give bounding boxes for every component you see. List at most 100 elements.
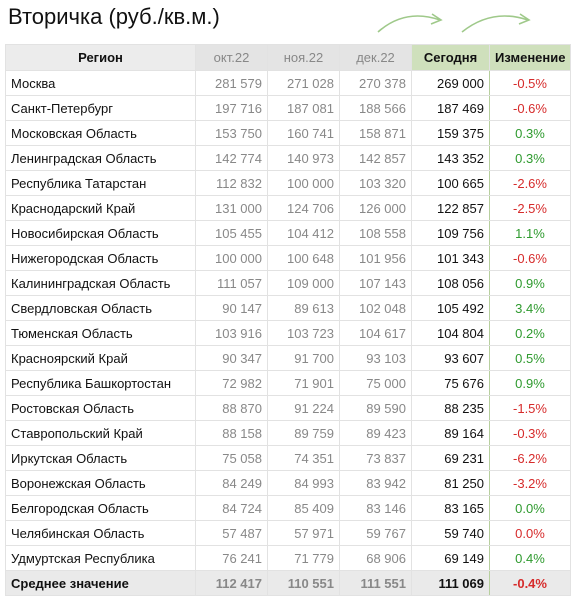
table-row: Новосибирская Область 105 455 104 412 108 5… — [5, 220, 571, 246]
table-row: Воронежская Область 84 249 84 993 83 942 81 … — [5, 470, 571, 496]
dec-value-cell: 102 048 — [339, 295, 412, 321]
change-value-cell: -0.4% — [489, 570, 571, 596]
region-cell: Новосибирская Область — [5, 220, 196, 246]
oct-value-cell: 75 058 — [195, 445, 268, 471]
dec-value-cell: 142 857 — [339, 145, 412, 171]
oct-value-cell: 111 057 — [195, 270, 268, 296]
change-value-cell: 0.9% — [489, 370, 571, 396]
trend-arrows — [377, 13, 531, 33]
region-cell: Иркутская Область — [5, 445, 196, 471]
header-today[interactable]: Сегодня — [411, 44, 490, 71]
table-row: Удмуртская Республика 76 241 71 779 68 906 6… — [5, 545, 571, 571]
nov-value-cell: 110 551 — [267, 570, 340, 596]
nov-value-cell: 124 706 — [267, 195, 340, 221]
change-value-cell: 0.3% — [489, 120, 571, 146]
table-row: Краснодарский Край 131 000 124 706 126 000 1… — [5, 195, 571, 221]
change-value-cell: -2.5% — [489, 195, 571, 221]
table-row: Иркутская Область 75 058 74 351 73 837 69 23… — [5, 445, 571, 471]
today-value-cell: 111 069 — [411, 570, 490, 596]
nov-value-cell: 140 973 — [267, 145, 340, 171]
dec-value-cell: 101 956 — [339, 245, 412, 271]
nov-value-cell: 100 000 — [267, 170, 340, 196]
dec-value-cell: 111 551 — [339, 570, 412, 596]
today-value-cell: 59 740 — [411, 520, 490, 546]
change-value-cell: -6.2% — [489, 445, 571, 471]
change-value-cell: 0.4% — [489, 545, 571, 571]
change-value-cell: -1.5% — [489, 395, 571, 421]
change-value-cell: 3.4% — [489, 295, 571, 321]
today-value-cell: 81 250 — [411, 470, 490, 496]
table-row: Санкт-Петербург 197 716 187 081 188 566 187 … — [5, 95, 571, 121]
today-value-cell: 187 469 — [411, 95, 490, 121]
change-value-cell: 0.0% — [489, 495, 571, 521]
today-value-cell: 109 756 — [411, 220, 490, 246]
table-row: Челябинская Область 57 487 57 971 59 767 59 … — [5, 520, 571, 546]
dec-value-cell: 158 871 — [339, 120, 412, 146]
oct-value-cell: 197 716 — [195, 95, 268, 121]
table-row: Республика Башкортостан 72 982 71 901 75 00… — [5, 370, 571, 396]
today-value-cell: 93 607 — [411, 345, 490, 371]
oct-value-cell: 131 000 — [195, 195, 268, 221]
nov-value-cell: 100 648 — [267, 245, 340, 271]
nov-value-cell: 85 409 — [267, 495, 340, 521]
dec-value-cell: 73 837 — [339, 445, 412, 471]
nov-value-cell: 71 901 — [267, 370, 340, 396]
table-row: Москва 281 579 271 028 270 378 269 000 -0.5% — [5, 70, 571, 96]
oct-value-cell: 105 455 — [195, 220, 268, 246]
table-row: Свердловская Область 90 147 89 613 102 048 1… — [5, 295, 571, 321]
change-value-cell: -0.6% — [489, 95, 571, 121]
dec-value-cell: 107 143 — [339, 270, 412, 296]
nov-value-cell: 89 613 — [267, 295, 340, 321]
dec-value-cell: 83 942 — [339, 470, 412, 496]
nov-value-cell: 160 741 — [267, 120, 340, 146]
nov-value-cell: 91 700 — [267, 345, 340, 371]
oct-value-cell: 88 870 — [195, 395, 268, 421]
region-cell: Челябинская Область — [5, 520, 196, 546]
dec-value-cell: 126 000 — [339, 195, 412, 221]
change-value-cell: 0.0% — [489, 520, 571, 546]
table-row: Ленинградская Область 142 774 140 973 142 8… — [5, 145, 571, 171]
nov-value-cell: 109 000 — [267, 270, 340, 296]
table-row: Калининградская Область 111 057 109 000 107… — [5, 270, 571, 296]
header-nov[interactable]: ноя.22 — [267, 44, 340, 71]
dec-value-cell: 188 566 — [339, 95, 412, 121]
table-footer-row: Среднее значение 112 417 110 551 111 551 111… — [5, 570, 571, 596]
table-header-row: Регион окт.22 ноя.22 дек.22 Сегодня Изме… — [5, 44, 571, 71]
region-cell: Калининградская Область — [5, 270, 196, 296]
header-oct[interactable]: окт.22 — [195, 44, 268, 71]
oct-value-cell: 153 750 — [195, 120, 268, 146]
oct-value-cell: 100 000 — [195, 245, 268, 271]
header-change[interactable]: Изменение — [489, 44, 571, 71]
region-cell: Краснодарский Край — [5, 195, 196, 221]
today-value-cell: 122 857 — [411, 195, 490, 221]
oct-value-cell: 72 982 — [195, 370, 268, 396]
change-value-cell: -3.2% — [489, 470, 571, 496]
change-value-cell: -0.6% — [489, 245, 571, 271]
nov-value-cell: 103 723 — [267, 320, 340, 346]
today-value-cell: 69 231 — [411, 445, 490, 471]
region-cell: Ленинградская Область — [5, 145, 196, 171]
dec-value-cell: 75 000 — [339, 370, 412, 396]
table-row: Нижегородская Область 100 000 100 648 101 9… — [5, 245, 571, 271]
header-dec[interactable]: дек.22 — [339, 44, 412, 71]
region-cell: Московская Область — [5, 120, 196, 146]
region-cell: Санкт-Петербург — [5, 95, 196, 121]
today-value-cell: 143 352 — [411, 145, 490, 171]
nov-value-cell: 187 081 — [267, 95, 340, 121]
dec-value-cell: 104 617 — [339, 320, 412, 346]
dec-value-cell: 89 423 — [339, 420, 412, 446]
change-value-cell: 0.9% — [489, 270, 571, 296]
table-row: Тюменская Область 103 916 103 723 104 617 10… — [5, 320, 571, 346]
today-value-cell: 69 149 — [411, 545, 490, 571]
table-row: Ростовская Область 88 870 91 224 89 590 88 2… — [5, 395, 571, 421]
change-value-cell: 0.2% — [489, 320, 571, 346]
nov-value-cell: 57 971 — [267, 520, 340, 546]
header-region[interactable]: Регион — [5, 44, 196, 71]
table-row: Ставропольский Край 88 158 89 759 89 423 89 … — [5, 420, 571, 446]
oct-value-cell: 103 916 — [195, 320, 268, 346]
region-cell: Республика Татарстан — [5, 170, 196, 196]
today-value-cell: 88 235 — [411, 395, 490, 421]
today-value-cell: 159 375 — [411, 120, 490, 146]
arrow-icon — [461, 13, 531, 33]
today-value-cell: 101 343 — [411, 245, 490, 271]
